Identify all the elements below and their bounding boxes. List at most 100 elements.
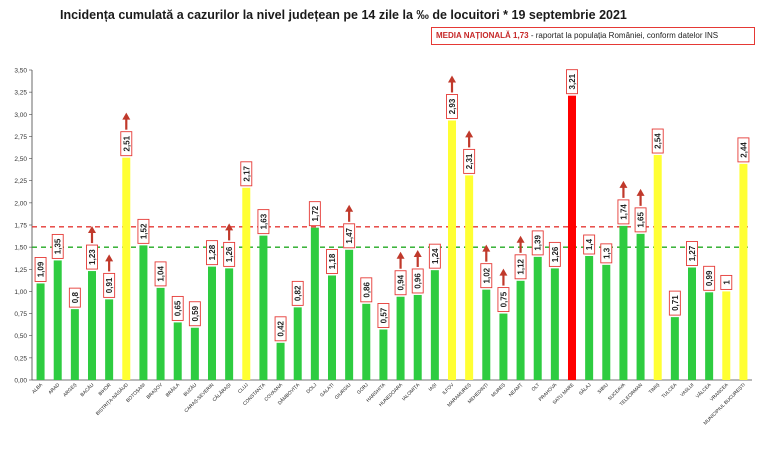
data-label: 1,27 xyxy=(686,241,698,266)
up-arrow-head-icon xyxy=(516,235,525,243)
up-arrow-head-icon xyxy=(88,226,96,234)
data-label-box xyxy=(291,280,304,306)
data-label-box xyxy=(171,295,184,321)
bar xyxy=(722,291,731,380)
data-label-text: 0,8 xyxy=(71,292,80,304)
data-label-text: 1,04 xyxy=(157,266,166,282)
data-label-box xyxy=(463,148,476,174)
bar xyxy=(259,235,268,380)
data-label-box xyxy=(446,94,458,119)
data-label-box xyxy=(51,233,64,259)
y-tick-label: 2,75 xyxy=(14,134,27,141)
bar xyxy=(379,329,388,380)
data-label-box xyxy=(668,290,681,316)
data-label: 1,35 xyxy=(51,233,64,259)
up-arrow-head-icon xyxy=(448,75,456,83)
data-label-box xyxy=(720,274,733,290)
data-label-box xyxy=(68,287,81,308)
data-label-text: 2,93 xyxy=(448,98,457,114)
data-label-text: 0,96 xyxy=(414,273,423,289)
data-label-text: 2,17 xyxy=(242,165,251,181)
data-label-text: 1,26 xyxy=(225,246,234,262)
data-label-text: 0,75 xyxy=(499,291,508,307)
data-label: 2,93 xyxy=(446,94,458,119)
data-label: 1,12 xyxy=(514,254,527,280)
data-label-box xyxy=(206,240,218,266)
data-label: 1,02 xyxy=(480,263,493,289)
data-label-text: 0,59 xyxy=(191,305,200,321)
national-average-value: 1,73 xyxy=(513,31,529,40)
up-arrow-head-icon xyxy=(122,112,131,120)
bar xyxy=(430,270,439,380)
y-tick-label: 2,00 xyxy=(14,200,27,207)
bar xyxy=(225,268,234,380)
data-label-box xyxy=(651,128,664,154)
bar xyxy=(293,307,302,380)
data-label: 2,31 xyxy=(463,148,476,174)
bar xyxy=(499,313,508,380)
data-label-box xyxy=(617,199,630,225)
bar xyxy=(739,163,748,380)
data-label-text: 0,99 xyxy=(705,270,714,286)
data-label: 0,8 xyxy=(68,287,81,308)
bar xyxy=(550,268,559,380)
y-tick-label: 0,25 xyxy=(14,355,27,362)
bar xyxy=(670,317,679,380)
data-label-text: 1,23 xyxy=(88,249,97,265)
data-label-box xyxy=(343,223,356,249)
y-tick-label: 0,00 xyxy=(14,378,27,385)
data-label: 2,54 xyxy=(651,128,664,154)
data-label: 1,63 xyxy=(257,209,270,235)
up-arrow-head-icon xyxy=(225,223,234,231)
bar xyxy=(173,322,182,380)
bar xyxy=(122,157,131,380)
up-arrow-head-icon xyxy=(636,188,645,196)
bar xyxy=(688,267,696,380)
data-label-box xyxy=(411,268,424,294)
y-tick-label: 1,00 xyxy=(14,289,27,296)
x-tick-label: DOLJ xyxy=(305,382,318,395)
bar xyxy=(516,280,525,380)
data-label-box xyxy=(686,241,698,266)
data-label: 1,39 xyxy=(531,230,544,256)
data-label: 1,74 xyxy=(617,199,630,225)
data-label-text: 0,91 xyxy=(105,277,114,293)
x-tick-label: VÂLCEA xyxy=(694,381,713,400)
data-label-text: 1,39 xyxy=(534,235,543,251)
data-label: 1 xyxy=(720,274,733,290)
data-label-box xyxy=(274,316,287,342)
bar xyxy=(705,292,714,380)
x-tick-label: SĂLAJ xyxy=(577,381,593,397)
bar xyxy=(465,175,474,380)
x-tick-label: ARGEȘ xyxy=(62,382,78,398)
data-label-box xyxy=(377,303,390,328)
data-label-text: 1,02 xyxy=(482,267,491,283)
data-label-box xyxy=(326,249,338,274)
data-label: 0,86 xyxy=(360,277,373,303)
national-average-note: - raportat la populația României, confor… xyxy=(530,31,719,40)
bar xyxy=(362,303,371,380)
data-label-text: 0,94 xyxy=(397,274,406,290)
data-label-box xyxy=(394,270,407,296)
data-label-text: 1,28 xyxy=(208,244,217,260)
y-tick-label: 3,25 xyxy=(14,90,27,97)
data-label-text: 1,72 xyxy=(311,205,320,221)
y-tick-label: 3,00 xyxy=(14,112,27,119)
x-tick-label: ALBA xyxy=(31,382,44,395)
data-label: 1,52 xyxy=(137,218,150,244)
data-label-box xyxy=(566,69,578,95)
y-tick-label: 0,75 xyxy=(14,311,27,318)
y-tick-label: 1,25 xyxy=(14,267,27,274)
data-label-text: 1 xyxy=(722,280,731,285)
data-label-text: 1,3 xyxy=(602,247,611,259)
x-tick-label: CĂLĂRAȘI xyxy=(211,381,233,403)
data-label: 3,21 xyxy=(566,69,578,95)
data-label-box xyxy=(703,265,716,291)
data-label-text: 2,51 xyxy=(122,135,131,151)
x-tick-label: GALAȚI xyxy=(319,382,335,398)
data-label-text: 1,74 xyxy=(619,204,628,220)
bar xyxy=(36,283,45,380)
bar xyxy=(345,249,354,380)
national-average-box: MEDIA NAȚIONALĂ 1,73 - raportat la popul… xyxy=(431,27,755,45)
